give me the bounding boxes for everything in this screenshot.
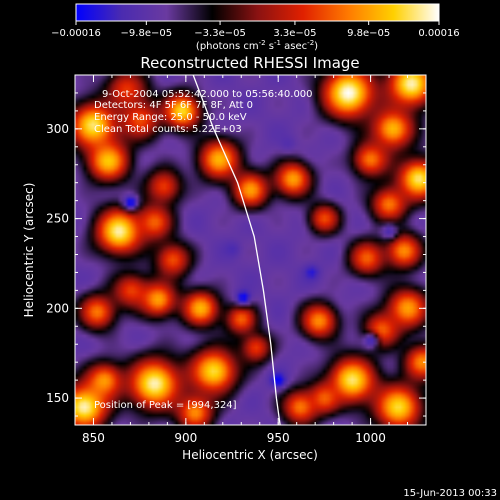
x-axis-label: Heliocentric X (arcsec) [182, 448, 318, 462]
y-tick-label: 200 [46, 301, 69, 315]
plot-area [75, 75, 426, 425]
annotation-peak: Position of Peak = [994,324] [94, 400, 237, 411]
heatmap-image [75, 75, 426, 425]
colorbar-bar [75, 3, 440, 22]
annotation-time-range: 9-Oct-2004 05:52:42.000 to 05:56:40.000 [102, 89, 313, 100]
chart-title: Reconstructed RHESSI Image [140, 54, 359, 72]
footer-timestamp: 15-Jun-2013 00:33 [403, 488, 497, 499]
colorbar-tick-label: −0.00016 [51, 28, 101, 39]
plot-frame [74, 74, 427, 426]
annotations: 9-Oct-2004 05:52:42.000 to 05:56:40.000 … [94, 89, 313, 411]
x-axis: 850 900 950 1000 [74, 75, 427, 445]
colorbar-tick-label: 0.00016 [418, 28, 459, 39]
y-tick-label: 150 [46, 391, 69, 405]
annotation-energy: Energy Range: 25.0 - 50.0 keV [94, 112, 247, 123]
colorbar-ticks: −0.00016 −9.8e−05 −3.3e−05 3.3e−05 9.8e−05 0.… [51, 21, 460, 39]
x-tick-label: 900 [174, 431, 197, 445]
colorbar-tick-label: 9.8e−05 [347, 28, 390, 39]
y-axis: 150 200 250 300 [46, 74, 426, 417]
x-tick-label: 850 [82, 431, 105, 445]
y-axis-label: Heliocentric Y (arcsec) [22, 183, 36, 318]
solar-limb-line [192, 75, 281, 425]
colorbar-tick-label: 3.3e−05 [273, 28, 316, 39]
x-tick-label: 1000 [355, 431, 386, 445]
y-tick-label: 300 [46, 122, 69, 136]
annotation-detectors: Detectors: 4F 5F 6F 7F 8F, Att 0 [94, 100, 253, 111]
y-tick-label: 250 [46, 212, 69, 226]
colorbar-tick-label: −9.8e−05 [121, 28, 173, 39]
colorbar: −0.00016 −9.8e−05 −3.3e−05 3.3e−05 9.8e−05 0.… [51, 3, 460, 52]
annotation-clean: Clean Total counts: 5.22E+03 [94, 124, 242, 135]
colorbar-unit: (photons cm-2 s-1 asec-2) [196, 39, 318, 52]
x-tick-label: 950 [267, 431, 290, 445]
colorbar-tick-label: −3.3e−05 [194, 28, 246, 39]
